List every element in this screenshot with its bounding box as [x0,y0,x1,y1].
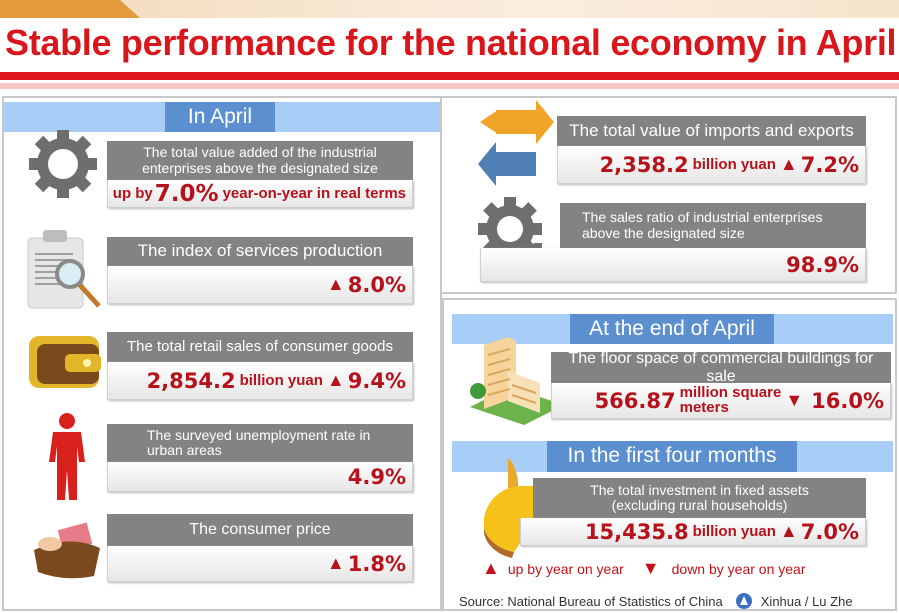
xinhua-logo-icon [735,593,752,609]
value: 2,358.2 [599,152,689,177]
section-title: In the first four months [547,441,797,472]
up-triangle-icon: ▲ [779,521,798,541]
services-index-label: The index of services production [107,237,413,266]
consumer-price-label: The consumer price [107,514,413,546]
investment-label: The total investment in fixed assets (ex… [533,478,866,518]
unit: billion yuan [692,523,776,540]
section-title: At the end of April [570,314,774,344]
change: 9.4% [347,368,406,393]
trade-value: 2,358.2 billion yuan ▲ 7.2% [557,146,866,184]
up-triangle-icon: ▲ [326,553,345,573]
up-triangle-icon: ▲ [326,274,345,294]
retail-sales-value: 2,854.2 billion yuan ▲ 9.4% [107,362,413,400]
value: 566.87 [594,388,676,413]
value: 8.0% [347,272,406,297]
right-bottom-panel [442,298,897,611]
source-text: Source: National Bureau of Statistics of… [459,593,723,609]
services-index-value: ▲ 8.0% [107,266,413,304]
wallet-money-icon [34,522,100,579]
change: 7.2% [800,152,859,177]
unemployment-label: The surveyed unemployment rate in urban … [107,424,413,462]
unit: million square meters [679,384,782,416]
unit-line2: meters [679,398,729,416]
floor-space-label: The floor space of commercial buildings … [551,350,891,385]
wallet-icon [29,336,101,388]
sales-ratio-label: The sales ratio of industrial enterprise… [560,203,866,248]
person-icon [49,413,85,500]
building-icon [470,337,564,425]
sales-ratio-value: 98.9% [480,248,866,282]
label-line1: The total investment in fixed assets [590,481,809,498]
value: 15,435.8 [584,519,689,544]
up-triangle-icon: ▲ [482,558,500,578]
exchange-arrows-icon [478,100,554,186]
legend-up: up by year on year [507,560,624,577]
legend: ▲ up by year on year ▼ down by year on y… [482,558,805,579]
page-title: Stable performance for the national econ… [5,22,897,63]
end-of-april-header: At the end of April [452,314,893,344]
value: 7.0% [154,180,219,207]
title-underline-light [0,83,899,89]
retail-sales-label: The total retail sales of consumer goods [107,332,413,362]
down-triangle-icon: ▼ [641,558,660,578]
top-decor-accent [0,0,140,18]
unit-line1: million square [679,384,782,402]
value: 2,854.2 [146,368,236,393]
label-line2: (excluding rural households) [611,497,788,513]
gear-icon [27,128,99,200]
left-panel [2,96,442,611]
up-triangle-icon: ▲ [326,370,345,390]
unit: billion yuan [692,156,776,173]
prefix: up by [112,185,153,202]
legend-down: down by year on year [671,560,806,577]
first-four-months-header: In the first four months [452,441,893,472]
unit: billion yuan [239,372,323,389]
industrial-value-label: The total value added of the industrial … [107,141,413,180]
in-april-header: In April [4,102,440,132]
top-decor-bar [0,0,899,18]
industrial-value-value: up by 7.0% year-on-year in real terms [107,180,413,208]
up-triangle-icon: ▲ [779,154,798,174]
right-top-panel [442,96,897,294]
trade-label: The total value of imports and exports [557,116,866,146]
unemployment-value: 4.9% [107,462,413,492]
down-triangle-icon: ▼ [785,390,804,410]
section-title: In April [165,102,275,132]
change: 7.0% [800,519,859,544]
value: 1.8% [347,551,406,576]
floor-space-value: 566.87 million square meters ▼ 16.0% [551,383,891,419]
source-line: Source: National Bureau of Statistics of… [459,592,853,610]
title-underline [0,72,899,80]
change: 16.0% [811,388,884,413]
value: 4.9% [347,464,406,489]
clipboard-magnifier-icon [27,230,101,309]
credit-text: Xinhua / Lu Zhe [760,593,853,609]
value: 98.9% [786,252,859,277]
consumer-price-value: ▲ 1.8% [107,546,413,582]
suffix: year-on-year in real terms [222,185,406,202]
investment-value: 15,435.8 billion yuan ▲ 7.0% [520,518,866,546]
